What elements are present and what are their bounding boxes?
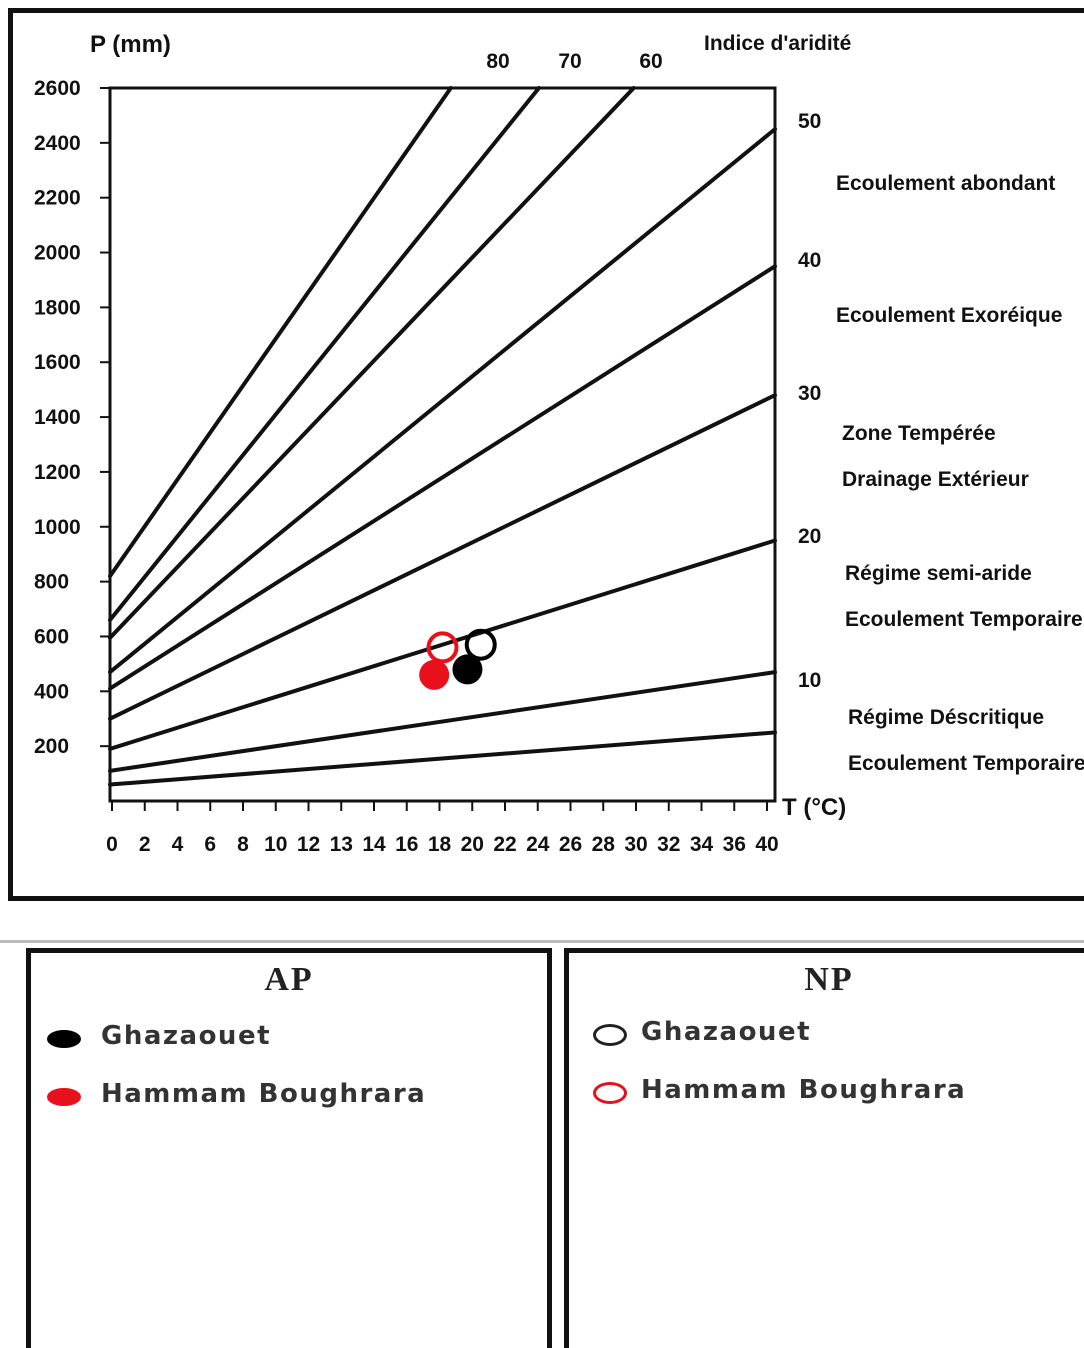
data-points <box>419 628 497 690</box>
x-tick-label: 18 <box>428 833 452 856</box>
legend-label: Ghazaouet <box>641 1017 812 1047</box>
axis-ticks: 0 2 4 6 8 10 12 13 14 16 18 20 22 24 26 28 30 32 34 36 40200… <box>34 50 821 856</box>
y-tick-label: 2000 <box>34 242 81 265</box>
y-tick-label: 800 <box>34 571 69 594</box>
x-tick-label: 12 <box>297 833 320 856</box>
data-point-filled <box>452 654 483 685</box>
x-tick-label: 28 <box>592 833 616 856</box>
aridity-line <box>108 393 777 721</box>
right-axis-title: Indice d'aridité <box>704 32 851 55</box>
top-index-label: 70 <box>558 50 581 73</box>
legend-item: Hammam Boughrara <box>31 1077 547 1117</box>
y-tick-label: 1400 <box>34 406 81 429</box>
aridity-lines <box>108 86 777 787</box>
y-tick-label: 600 <box>34 625 69 648</box>
zone-label: Ecoulement abondant <box>836 172 1055 195</box>
y-tick-label: 200 <box>34 735 69 758</box>
hollow-circle-icon <box>593 1082 627 1104</box>
data-point-filled <box>419 659 450 690</box>
y-tick-label: 1000 <box>34 516 81 539</box>
aridity-line <box>108 670 777 773</box>
legend-item: Ghazaouet <box>569 1015 1084 1055</box>
x-tick-label: 10 <box>264 833 287 856</box>
aridity-line <box>108 86 453 579</box>
aridity-line <box>108 86 541 623</box>
aridity-line <box>108 730 777 787</box>
x-tick-label: 30 <box>624 833 647 856</box>
x-tick-label: 4 <box>172 833 184 856</box>
x-tick-label: 22 <box>493 833 516 856</box>
top-index-label: 60 <box>639 50 662 73</box>
x-tick-label: 20 <box>461 833 484 856</box>
chart-svg: 0 2 4 6 8 10 12 13 14 16 18 20 22 24 26 28 30 32 34 36 40200… <box>34 31 1084 856</box>
x-axis-title: T (°C) <box>782 794 846 821</box>
x-tick-label: 16 <box>395 833 418 856</box>
y-tick-label: 1200 <box>34 461 81 484</box>
x-tick-label: 13 <box>330 833 353 856</box>
aridity-line <box>108 127 777 675</box>
zone-label: Ecoulement Temporaire <box>848 752 1084 775</box>
x-tick-label: 0 <box>106 833 118 856</box>
y-tick-label: 2600 <box>34 77 81 100</box>
y-tick-label: 2400 <box>34 132 81 155</box>
right-index-label: 40 <box>798 249 821 272</box>
x-tick-label: 40 <box>755 833 778 856</box>
legend-ap: AP Ghazaouet Hammam Boughrara <box>26 948 552 1348</box>
x-tick-label: 8 <box>237 833 249 856</box>
legend-ap-title: AP <box>264 961 314 998</box>
y-axis-title: P (mm) <box>90 31 171 58</box>
y-tick-label: 1600 <box>34 351 81 374</box>
x-tick-label: 26 <box>559 833 582 856</box>
right-index-label: 20 <box>798 525 821 548</box>
aridity-line <box>108 86 636 640</box>
right-index-label: 30 <box>798 382 821 405</box>
data-point-hollow <box>426 631 459 664</box>
x-tick-label: 36 <box>723 833 746 856</box>
legend-label: Hammam Boughrara <box>641 1075 967 1105</box>
zone-labels: Ecoulement abondant Ecoulement Exoréique Z… <box>836 172 1084 775</box>
legend-item: Ghazaouet <box>31 1019 547 1059</box>
filled-dot-icon <box>47 1030 81 1048</box>
hollow-circle-icon <box>593 1024 627 1046</box>
top-index-label: 80 <box>486 50 509 73</box>
data-point-hollow <box>464 628 497 661</box>
x-tick-label: 32 <box>657 833 680 856</box>
zone-label: Régime Déscritique <box>848 706 1044 729</box>
zone-label: Drainage Extérieur <box>842 468 1029 491</box>
zone-label: Zone Tempérée <box>842 422 996 445</box>
aridity-line <box>108 264 777 691</box>
legend-item: Hammam Boughrara <box>569 1073 1084 1113</box>
y-tick-label: 2200 <box>34 187 81 210</box>
plot-area <box>108 86 777 803</box>
legend-label: Ghazaouet <box>101 1021 272 1051</box>
zone-label: Ecoulement Exoréique <box>836 304 1062 327</box>
legend-label: Hammam Boughrara <box>101 1079 427 1109</box>
divider <box>0 940 1084 943</box>
y-tick-label: 400 <box>34 680 69 703</box>
filled-dot-icon <box>47 1088 81 1106</box>
legend-np-title: NP <box>804 961 854 998</box>
aridity-line <box>108 538 777 751</box>
x-tick-label: 2 <box>139 833 151 856</box>
x-tick-label: 14 <box>362 833 386 856</box>
right-index-label: 10 <box>798 669 821 692</box>
zone-label: Ecoulement Temporaire <box>845 608 1083 631</box>
x-tick-label: 24 <box>526 833 550 856</box>
right-index-label: 50 <box>798 110 821 133</box>
x-tick-label: 34 <box>690 833 714 856</box>
legend-np: NP Ghazaouet Hammam Boughrara <box>564 948 1084 1348</box>
y-tick-label: 1800 <box>34 296 81 319</box>
zone-label: Régime semi-aride <box>845 562 1032 585</box>
x-tick-label: 6 <box>204 833 216 856</box>
